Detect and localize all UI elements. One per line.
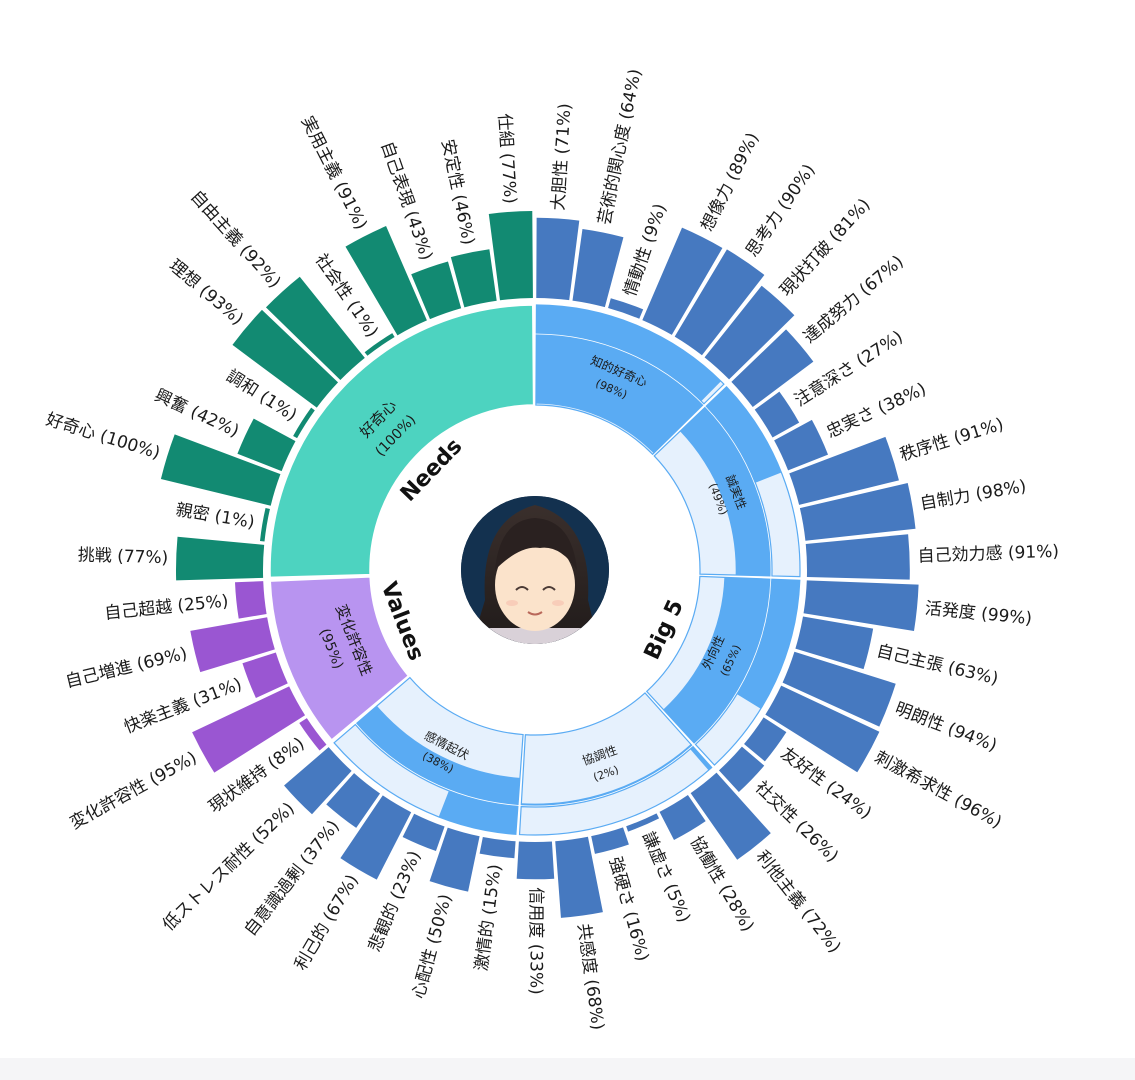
facet-label: 理想 (93%) bbox=[165, 256, 247, 330]
facet-bar bbox=[242, 652, 288, 698]
facet-bar bbox=[364, 333, 395, 356]
inner-ring-fill-2 bbox=[680, 407, 770, 576]
facet-bar bbox=[704, 285, 795, 380]
facet-bar bbox=[190, 617, 275, 673]
mid-ring-fill-1 bbox=[536, 305, 721, 402]
facet-label: 仕組 (77%) bbox=[494, 113, 520, 205]
facet-bar bbox=[488, 211, 533, 301]
facet-bar bbox=[175, 536, 265, 581]
facet-label: 親密 (1%) bbox=[174, 500, 256, 533]
inner-ring-0 bbox=[269, 304, 535, 579]
facet-label: 自己超越 (25%) bbox=[104, 591, 230, 624]
facet-label: 芸術的関心度 (64%) bbox=[595, 67, 646, 226]
facet-bar bbox=[803, 580, 919, 631]
facet-bar bbox=[608, 298, 644, 319]
facet-label: 自己主張 (63%) bbox=[874, 641, 1000, 689]
facet-label: 信用度 (33%) bbox=[525, 887, 545, 994]
facet-bar bbox=[192, 686, 306, 773]
facet-label: 実用主義 (91%) bbox=[297, 113, 371, 233]
facet-label: 安定性 (46%) bbox=[437, 137, 478, 246]
facet-bar bbox=[718, 746, 765, 792]
facet-label: 活発度 (99%) bbox=[924, 599, 1033, 630]
facet-bar bbox=[591, 827, 629, 854]
facet-label: 自己効力感 (91%) bbox=[917, 542, 1059, 567]
facet-bar bbox=[659, 794, 706, 840]
bottom-band bbox=[0, 1058, 1135, 1080]
facet-bar bbox=[765, 685, 880, 773]
facet-bar bbox=[237, 418, 296, 472]
facet-label: 謙虚さ (5%) bbox=[638, 829, 694, 926]
facet-bar bbox=[744, 717, 787, 762]
facet-label: 強硬さ (16%) bbox=[605, 855, 653, 964]
facet-label: 心配性 (50%) bbox=[409, 892, 457, 1001]
facet-bar bbox=[516, 841, 555, 880]
facet-bar bbox=[795, 616, 874, 670]
inner-ring bbox=[269, 304, 801, 836]
facet-bar bbox=[536, 217, 580, 301]
facet-bar bbox=[429, 827, 480, 892]
inner-ring-fill-1 bbox=[535, 335, 703, 454]
facet-bar bbox=[284, 747, 352, 815]
inner-ring-6 bbox=[269, 576, 410, 742]
facet-bar bbox=[799, 482, 916, 541]
facet-label: 共感度 (68%) bbox=[573, 922, 607, 1031]
facet-bar bbox=[326, 773, 381, 828]
mid-ring-fill-4 bbox=[690, 746, 712, 771]
mid-ring-fill-5 bbox=[438, 790, 518, 835]
facet-bar bbox=[789, 436, 899, 505]
facet-bar bbox=[293, 407, 315, 439]
facet-bar bbox=[479, 836, 516, 859]
facet-label: 想像力 (89%) bbox=[697, 130, 763, 235]
facet-bar bbox=[555, 836, 603, 918]
mid-ring-fill-2 bbox=[706, 386, 782, 483]
facet-label: 忠実さ (38%) bbox=[824, 379, 930, 443]
facet-bar bbox=[626, 813, 660, 832]
facet-label: 自制力 (98%) bbox=[919, 477, 1028, 515]
facet-bar bbox=[402, 813, 445, 852]
facet-label: 激情的 (15%) bbox=[472, 863, 506, 972]
inner-ring-fill-5 bbox=[356, 705, 520, 805]
inner-ring-fill-4 bbox=[521, 744, 692, 806]
facet-bar bbox=[774, 419, 829, 471]
facet-bar bbox=[782, 651, 896, 727]
facet-bar bbox=[690, 772, 771, 860]
facet-label: 明朗性 (94%) bbox=[892, 699, 1000, 756]
mid-ring-fill-3 bbox=[736, 579, 800, 709]
facet-label: 自己増進 (69%) bbox=[64, 644, 190, 692]
facet-label: 利己的 (67%) bbox=[291, 871, 363, 974]
facet-bar bbox=[411, 261, 462, 320]
facet-bar bbox=[572, 228, 624, 308]
facet-bar bbox=[235, 581, 267, 619]
facet-label: 秩序性 (91%) bbox=[897, 414, 1006, 465]
facet-label: 興奮 (42%) bbox=[151, 386, 242, 442]
avatar bbox=[461, 496, 609, 644]
facet-label: 大胆性 (71%) bbox=[549, 103, 576, 212]
facet-label: 思考力 (90%) bbox=[742, 161, 819, 261]
facet-label: 低ストレス耐性 (52%) bbox=[159, 799, 299, 936]
facet-bar bbox=[345, 226, 427, 336]
facet-label: 刺激希求性 (96%) bbox=[871, 747, 1005, 832]
facet-bar bbox=[232, 309, 339, 408]
facet-bar bbox=[450, 249, 497, 308]
facet-bar bbox=[299, 718, 327, 751]
facet-bar bbox=[754, 391, 800, 438]
facet-bar bbox=[805, 534, 910, 580]
facet-bar bbox=[160, 434, 281, 506]
mid-ring-bg-4 bbox=[518, 745, 713, 836]
inner-ring-fill-3 bbox=[663, 577, 770, 743]
outer-bars bbox=[160, 211, 919, 918]
facet-bar bbox=[340, 795, 412, 880]
facet-bar bbox=[731, 329, 814, 407]
facet-bar bbox=[642, 227, 723, 335]
facet-bar bbox=[265, 276, 365, 381]
facet-bar bbox=[259, 507, 270, 542]
facet-label: 挑戦 (77%) bbox=[77, 545, 168, 568]
facet-label: 好奇心 (100%) bbox=[44, 410, 163, 464]
facet-label: 変化許容性 (95%) bbox=[67, 748, 201, 834]
facet-bar bbox=[674, 249, 765, 356]
